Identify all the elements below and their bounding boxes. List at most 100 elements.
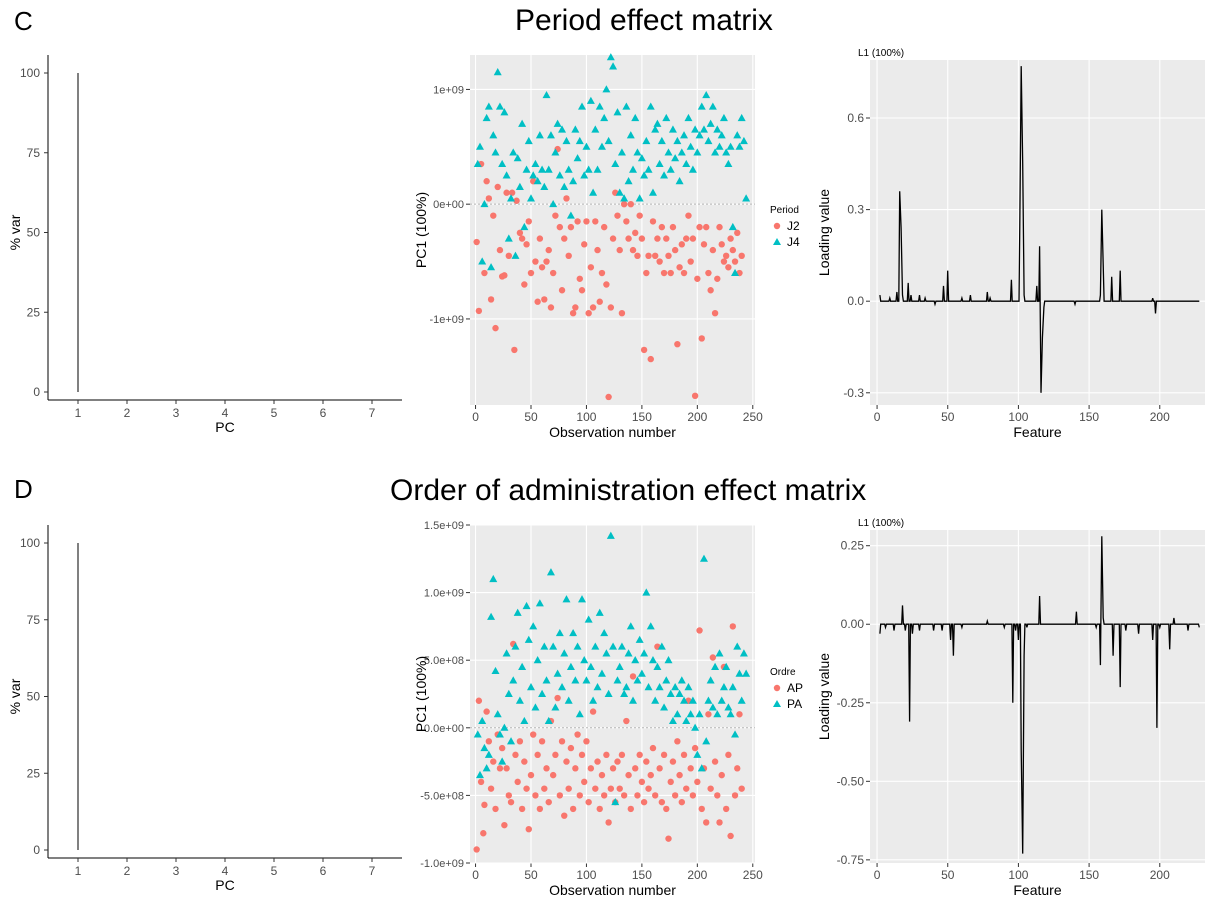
point-j2 xyxy=(558,287,566,294)
point-j4 xyxy=(551,148,560,156)
x-tick-label: 2 xyxy=(124,406,131,420)
point-j4 xyxy=(671,154,680,162)
point-j4 xyxy=(626,131,635,139)
point-j4 xyxy=(675,177,684,185)
point-j2 xyxy=(527,269,535,277)
point-j2 xyxy=(729,246,737,254)
point-j2 xyxy=(731,258,739,265)
point-ap xyxy=(492,805,499,813)
point-j2 xyxy=(494,183,501,191)
point-pa xyxy=(546,568,555,576)
point-ap xyxy=(487,785,495,792)
point-j4 xyxy=(695,131,704,139)
point-j4 xyxy=(728,222,737,231)
point-j4 xyxy=(631,113,640,122)
point-j4 xyxy=(571,125,580,133)
point-j4 xyxy=(653,119,662,127)
point-pa xyxy=(699,554,708,562)
point-j4 xyxy=(502,171,511,179)
point-j4 xyxy=(507,194,516,202)
point-j2 xyxy=(576,275,583,282)
point-pa xyxy=(642,588,651,596)
point-j4 xyxy=(524,136,533,145)
point-pa xyxy=(524,635,533,643)
point-j4 xyxy=(617,148,626,156)
point-ap xyxy=(594,758,601,765)
x-tick-label: 2 xyxy=(124,864,131,878)
point-j2 xyxy=(689,235,697,242)
point-pa xyxy=(633,676,642,684)
point-ap xyxy=(589,708,597,715)
point-ap xyxy=(538,738,546,745)
point-j4 xyxy=(724,159,733,168)
point-pa xyxy=(489,574,498,583)
point-pa xyxy=(731,730,740,738)
point-ap xyxy=(729,623,737,630)
point-pa xyxy=(653,662,662,670)
point-j2 xyxy=(561,235,568,242)
point-j4 xyxy=(611,159,620,168)
y-tick-label: 1.5e+09 xyxy=(424,520,464,532)
point-j4 xyxy=(520,222,529,231)
point-ap xyxy=(711,758,719,765)
point-j2 xyxy=(618,309,626,317)
point-pa xyxy=(691,723,700,731)
point-pa xyxy=(484,750,493,758)
point-pa xyxy=(611,797,620,806)
point-pa xyxy=(535,599,544,607)
point-ap xyxy=(643,758,650,765)
y-axis-title: PC1 (100%) xyxy=(413,192,429,268)
point-pa xyxy=(544,716,553,725)
point-ap xyxy=(598,771,606,779)
loading-line xyxy=(879,536,1200,854)
point-j2 xyxy=(518,235,526,242)
point-pa xyxy=(584,615,593,623)
point-ap xyxy=(536,805,544,813)
y-tick-label: 0.00 xyxy=(841,617,865,631)
x-axis-title: PC xyxy=(215,419,234,435)
point-j2 xyxy=(547,304,555,311)
point-pa xyxy=(493,710,502,718)
point-ap xyxy=(521,758,528,765)
y-tick-label: 0.6 xyxy=(847,111,864,125)
x-tick-label: 3 xyxy=(173,406,180,420)
x-axis-title: PC xyxy=(215,877,234,893)
point-j2 xyxy=(521,281,528,288)
point-pa xyxy=(597,669,606,677)
point-ap xyxy=(683,785,690,792)
point-j4 xyxy=(475,142,484,150)
point-j2 xyxy=(700,241,708,248)
point-pa xyxy=(582,676,591,684)
point-j4 xyxy=(495,102,504,110)
point-ap xyxy=(587,765,595,772)
point-ap xyxy=(709,654,717,661)
point-ap xyxy=(485,738,493,745)
point-j4 xyxy=(480,199,489,208)
point-pa xyxy=(507,737,516,745)
point-pa xyxy=(602,649,611,657)
point-ap xyxy=(585,798,592,806)
point-pa xyxy=(578,595,587,603)
point-j4 xyxy=(711,148,720,156)
point-j4 xyxy=(680,131,689,139)
point-j4 xyxy=(564,165,573,173)
point-j2 xyxy=(598,269,606,277)
point-j2 xyxy=(714,275,721,282)
point-j2 xyxy=(716,223,723,231)
point-ap xyxy=(647,771,654,779)
point-pa xyxy=(595,608,604,616)
point-pa xyxy=(498,757,507,765)
point-pa xyxy=(722,662,731,670)
point-pa xyxy=(648,656,657,664)
point-pa xyxy=(571,676,580,684)
point-j4 xyxy=(489,131,498,139)
point-ap xyxy=(736,711,743,718)
point-j2 xyxy=(616,246,623,254)
point-ap xyxy=(563,758,570,765)
point-pa xyxy=(719,683,728,691)
point-pa xyxy=(575,710,584,718)
point-j2 xyxy=(492,324,499,332)
point-pa xyxy=(495,730,504,738)
point-ap xyxy=(691,744,699,752)
point-ap xyxy=(498,744,506,752)
